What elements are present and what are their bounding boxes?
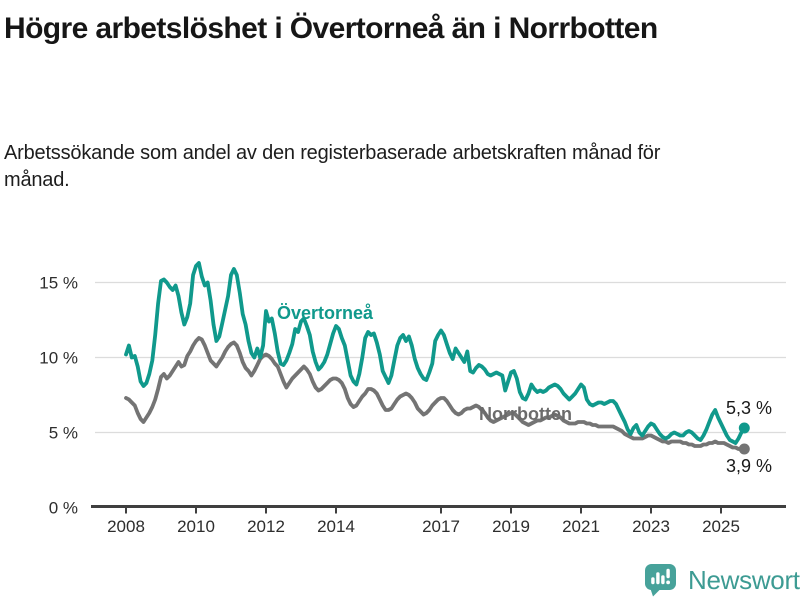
svg-text:10 %: 10 % [39,349,78,368]
overtornea-end-dot [738,422,750,434]
svg-text:2023: 2023 [632,517,670,536]
svg-text:2008: 2008 [107,517,145,536]
newsworthy-chart-bubble-icon [645,564,676,597]
svg-text:2025: 2025 [702,517,740,536]
norrbotten-end-dot [738,443,750,455]
series-label-norrbotten: Norrbotten [479,404,572,424]
norrbotten-line [124,336,747,451]
newsworthy-wordmark: Newsworthy [688,565,800,595]
x-axis [91,505,786,514]
overtornea-line [124,261,747,445]
svg-text:15 %: 15 % [39,274,78,293]
end-value-label-norrbotten: 3,9 % [726,456,772,476]
svg-text:2012: 2012 [247,517,285,536]
end-value-label-overtornea: 5,3 % [726,398,772,418]
svg-text:0 %: 0 % [49,499,78,518]
chart-subtitle: Arbetssökande som andel av den registerb… [4,142,661,191]
svg-text:2019: 2019 [492,517,530,536]
chart-title: Högre arbetslöshet i Övertorneå än i Nor… [4,12,658,45]
chart-gridlines [95,281,786,434]
series-label-overtornea: Övertorneå [277,303,374,323]
newsworthy-logo[interactable]: Newsworthy [644,563,800,597]
y-axis-tick-labels: 0 % 5 % 10 % 15 % [39,274,78,518]
svg-text:2017: 2017 [422,517,460,536]
svg-text:2010: 2010 [177,517,215,536]
x-axis-tick-labels: 2008 2010 2012 2014 2017 2019 2021 2023 2025 [107,517,740,536]
svg-text:2014: 2014 [317,517,355,536]
svg-text:2021: 2021 [562,517,600,536]
svg-text:5 %: 5 % [49,424,78,443]
